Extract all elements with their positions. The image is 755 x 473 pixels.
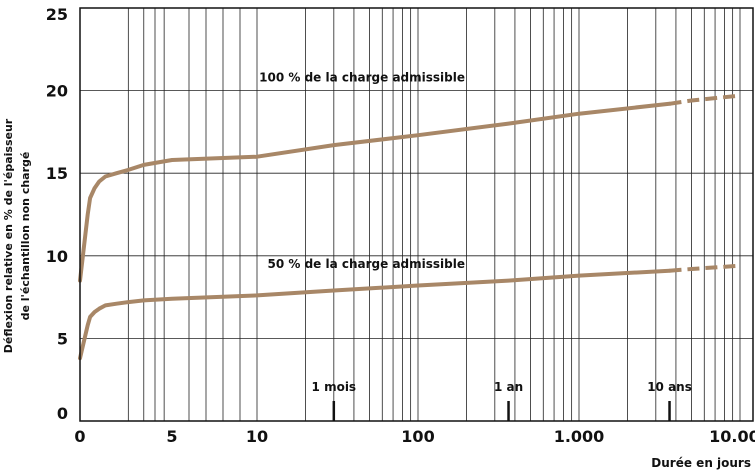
x-tick-label: 10.000 xyxy=(709,427,755,446)
y-tick-label: 20 xyxy=(46,82,68,101)
series-line-1 xyxy=(78,101,672,283)
plot-frame xyxy=(79,7,754,422)
series-projection-2 xyxy=(669,263,741,273)
time-markers: 1 mois 1 an 10 ans xyxy=(312,380,692,421)
marker-label: 10 ans xyxy=(647,380,692,394)
series-lines xyxy=(78,93,741,361)
series-label: 50 % de la charge admissible xyxy=(268,257,466,271)
x-tick-label: 0 xyxy=(74,427,85,446)
series-projection-1 xyxy=(669,93,741,106)
y-tick-label: 0 xyxy=(57,404,68,423)
series-line-2 xyxy=(78,268,672,361)
x-tick-label: 1.000 xyxy=(554,427,605,446)
y-tick-label: 5 xyxy=(57,329,68,348)
chart-labels: 0 5 10 15 20 25 0 5 10 100 1.000 10.000 Durée en jou… xyxy=(46,5,755,470)
x-axis-label: Durée en jours xyxy=(651,456,751,470)
y-tick-label: 15 xyxy=(46,164,68,183)
x-tick-label: 5 xyxy=(166,427,177,446)
x-tick-label: 100 xyxy=(401,427,434,446)
marker-label: 1 an xyxy=(494,380,523,394)
marker-label: 1 mois xyxy=(312,380,357,394)
grid xyxy=(80,8,753,421)
y-tick-label: 10 xyxy=(46,247,68,266)
x-tick-label: 10 xyxy=(246,427,268,446)
series-label: 100 % de la charge admissible xyxy=(259,70,465,84)
y-tick-label: 25 xyxy=(46,5,68,24)
